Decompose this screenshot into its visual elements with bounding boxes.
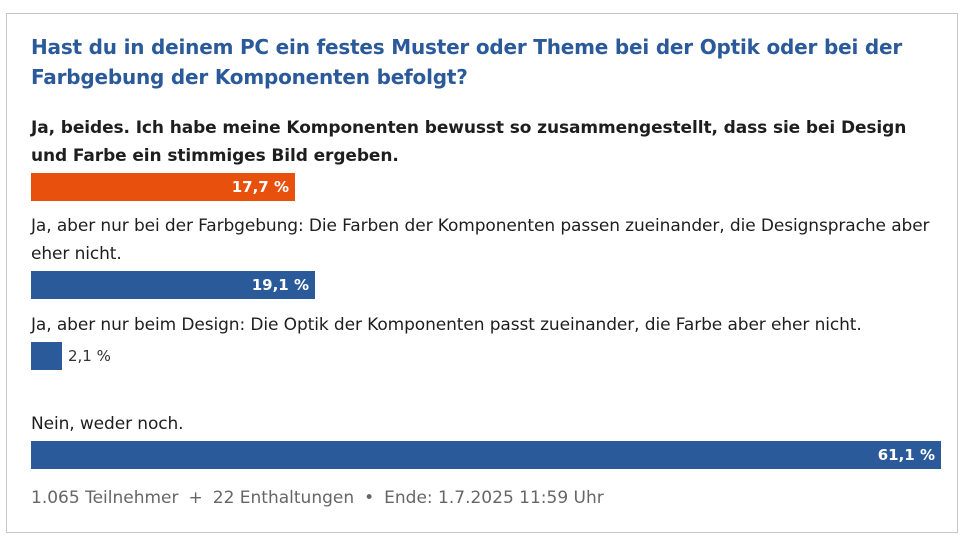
separator: +	[188, 488, 203, 508]
poll-option-4: Nein, weder noch. 61,1 %	[31, 410, 941, 469]
poll-footer: 1.065 Teilnehmer + 22 Enthaltungen • End…	[31, 488, 604, 508]
result-row: 19,1 %	[31, 271, 941, 299]
poll-option-2: Ja, aber nur bei der Farbgebung: Die Far…	[31, 212, 941, 299]
poll-end-date: Ende: 1.7.2025 11:59 Uhr	[384, 488, 604, 508]
result-percent: 19,1 %	[251, 276, 309, 294]
result-row: 17,7 %	[31, 173, 941, 201]
option-label: Ja, beides. Ich habe meine Komponenten b…	[31, 118, 907, 166]
result-row: 2,1 %	[31, 342, 941, 370]
abstentions-count: 22 Enthaltungen	[212, 488, 355, 508]
result-row: 61,1 %	[31, 441, 941, 469]
poll-option-3: Ja, aber nur beim Design: Die Optik der …	[31, 311, 941, 370]
participants-count: 1.065 Teilnehmer	[31, 488, 179, 508]
poll-question: Hast du in deinem PC ein festes Muster o…	[31, 35, 903, 89]
result-percent: 17,7 %	[231, 178, 289, 196]
result-bar: 19,1 %	[31, 271, 315, 299]
option-label: Ja, aber nur beim Design: Die Optik der …	[31, 315, 862, 335]
result-percent: 61,1 %	[877, 446, 935, 464]
option-label: Nein, weder noch.	[31, 414, 184, 434]
poll-card: Hast du in deinem PC ein festes Muster o…	[6, 13, 958, 533]
result-bar: 61,1 %	[31, 441, 941, 469]
separator: •	[364, 488, 375, 508]
result-bar	[31, 342, 62, 370]
result-bar: 17,7 %	[31, 173, 295, 201]
poll-option-1: Ja, beides. Ich habe meine Komponenten b…	[31, 114, 941, 201]
option-label: Ja, aber nur bei der Farbgebung: Die Far…	[31, 216, 930, 264]
result-percent: 2,1 %	[68, 347, 111, 365]
